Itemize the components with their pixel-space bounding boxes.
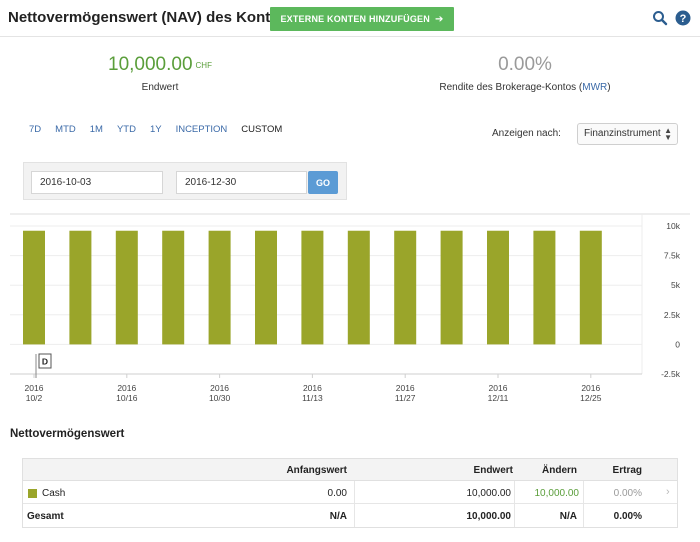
view-by-select[interactable]: Finanzinstrument ▲ ▼ [577,123,678,145]
row-change: 10,000.00 [534,488,580,499]
x-tick-year: 2016 [303,383,322,393]
range-inception[interactable]: INCEPTION [175,124,228,135]
row-start-value: 0.00 [327,488,347,499]
end-value-kpi: 10,000.00 CHF Endwert [95,54,225,93]
return-value: 0.00% [498,54,552,75]
x-tick-date: 10/16 [116,393,138,403]
col-change: Ändern [542,465,577,476]
range-ytd[interactable]: YTD [116,124,136,135]
add-external-accounts-label: EXTERNE KONTEN HINZUFÜGEN [280,14,430,24]
chart-bar [347,230,370,345]
page-header: Nettovermögenswert (NAV) des Kontos EXTE… [0,0,700,37]
sort-caret-icon: ▲ ▼ [664,126,672,142]
range-1m[interactable]: 1M [89,124,103,135]
go-button[interactable]: GO [308,171,338,194]
x-tick-date: 11/13 [302,393,323,403]
arrow-right-icon: ➔ [434,13,444,25]
svg-text:?: ? [680,13,687,25]
nav-table: Anfangswert Endwert Ändern Ertrag Cash 0… [22,458,678,528]
return-kpi: 0.00% Rendite des Brokerage-Kontos (MWR) [420,54,630,93]
chevron-right-icon[interactable]: › [666,486,670,498]
chart-bar [115,230,138,345]
view-by-value: Finanzinstrument [584,128,661,139]
marker-box [38,353,52,369]
marker-label: D [42,357,48,367]
chart-bar [208,230,231,345]
x-tick-year: 2016 [25,383,44,393]
row-name: Cash [42,488,66,499]
x-tick-date: 11/27 [395,393,416,403]
end-value-label: Endwert [141,82,179,93]
return-paren-open: ( [578,82,583,93]
range-custom[interactable]: CUSTOM [241,124,283,135]
table-total-row: Gesamt N/A 10,000.00 N/A 0.00% [23,505,677,527]
chart-bar [69,230,92,345]
y-tick-label: 5k [671,280,681,290]
nav-section-title: Nettovermögenswert [10,428,125,440]
chart-bar [487,230,509,345]
total-name: Gesamt [27,511,64,522]
x-tick-date: 10/2 [26,393,43,403]
x-tick-year: 2016 [117,383,136,393]
total-return: 0.00% [613,511,642,522]
nav-bar-chart: 10k7.5k5k2.5k0-2.5k201610/2201610/162016… [10,213,690,403]
x-tick-year: 2016 [489,383,508,393]
chart-bar [301,230,324,345]
total-start-value: N/A [329,511,347,522]
x-tick-date: 12/11 [488,393,509,403]
cash-color-swatch [28,489,37,498]
range-mtd[interactable]: MTD [55,124,76,135]
range-7d[interactable]: 7D [29,124,42,135]
total-end-value: 10,000.00 [466,511,512,522]
chart-bar [162,230,185,345]
col-return: Ertrag [612,465,642,476]
y-tick-label: 7.5k [664,251,681,261]
view-by-label: Anzeigen nach: [492,128,561,139]
x-tick-year: 2016 [396,383,415,393]
y-tick-label: -2.5k [661,369,681,379]
chart-bar [579,230,602,345]
y-tick-label: 2.5k [664,310,681,320]
y-tick-label: 10k [666,221,680,231]
return-label: Rendite des Brokerage-Kontos [439,82,577,93]
chart-bar [394,230,417,345]
return-paren-close: ) [607,82,611,93]
x-tick-date: 12/25 [580,393,602,403]
col-end-value: Endwert [473,465,513,476]
row-return: 0.00% [613,488,642,499]
search-icon[interactable] [652,10,668,26]
total-change: N/A [559,511,577,522]
page-title: Nettovermögenswert (NAV) des Kontos [8,9,288,26]
chart-bar [440,230,463,345]
x-tick-year: 2016 [581,383,600,393]
date-range-panel: 2016-10-03 2016-12-30 GO [23,162,347,200]
start-date-input[interactable]: 2016-10-03 [31,171,163,194]
y-tick-label: 0 [675,339,680,349]
range-1y[interactable]: 1Y [149,124,162,135]
x-tick-year: 2016 [210,383,229,393]
currency-unit: CHF [195,61,212,70]
period-selector: 7D MTD 1M YTD 1Y INCEPTION CUSTOM [29,124,296,135]
col-start-value: Anfangswert [286,465,347,476]
chart-bar [533,230,556,345]
end-value: 10,000.00 [108,54,193,75]
mwr-link[interactable]: MWR [582,82,608,93]
chart-bar [23,230,45,345]
table-row[interactable]: Cash 0.00 10,000.00 10,000.00 0.00% › [23,482,677,504]
table-header-row: Anfangswert Endwert Ändern Ertrag [23,459,677,481]
row-end-value: 10,000.00 [466,488,512,499]
add-external-accounts-button[interactable]: EXTERNE KONTEN HINZUFÜGEN ➔ [270,7,454,31]
end-date-input[interactable]: 2016-12-30 [176,171,307,194]
help-icon[interactable]: ? [675,10,691,26]
chart-bar [255,230,277,345]
x-tick-date: 10/30 [209,393,231,403]
